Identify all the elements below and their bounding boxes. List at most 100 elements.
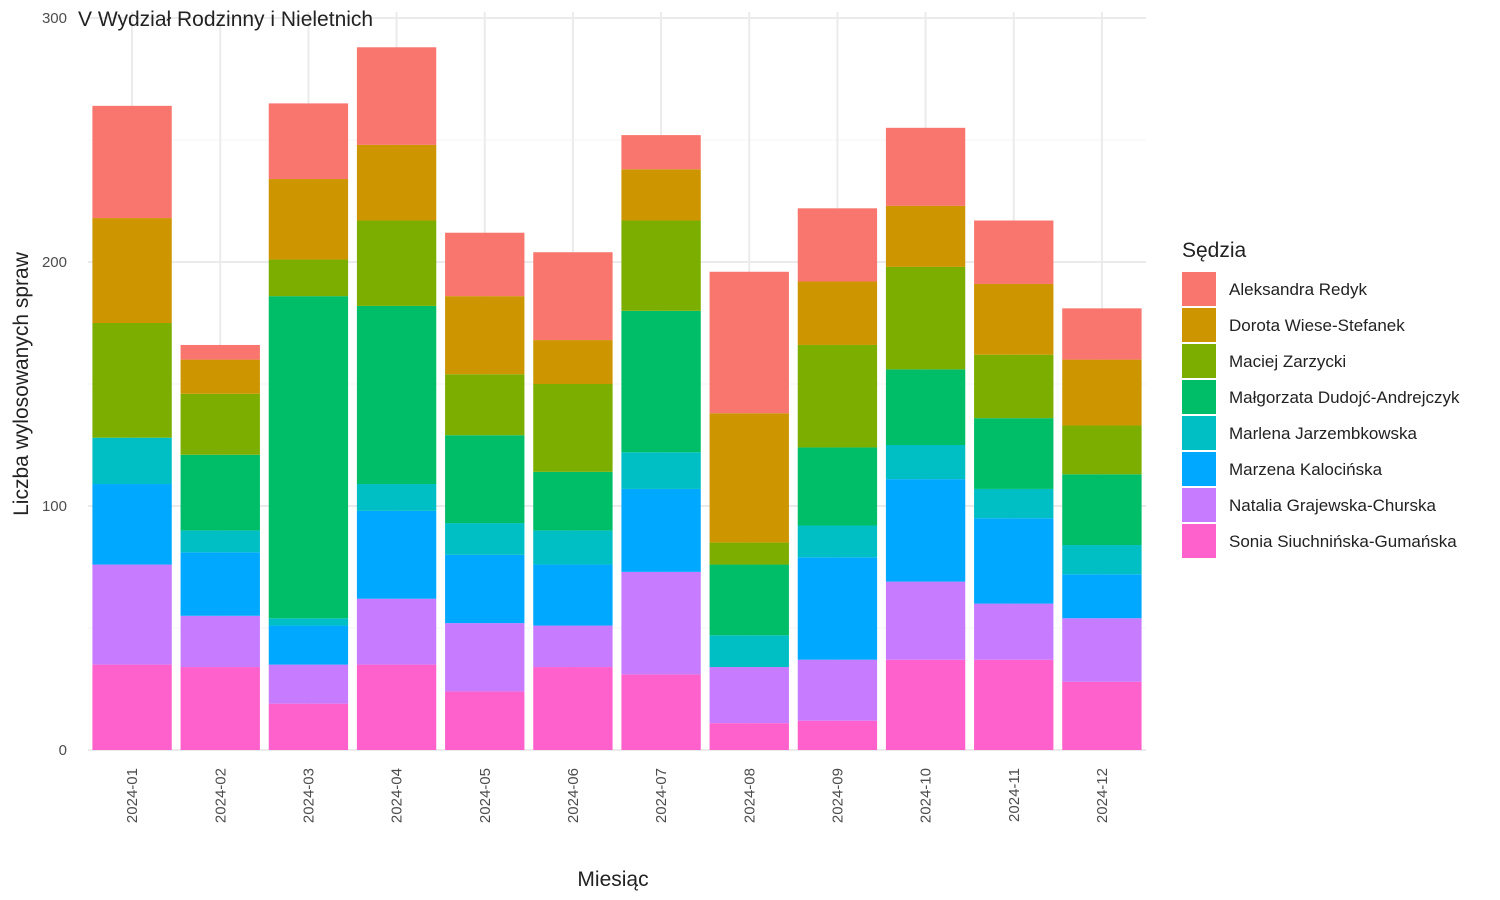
bar-segment bbox=[885, 369, 966, 445]
bar-segment bbox=[1062, 574, 1142, 619]
legend-swatch bbox=[1182, 308, 1216, 342]
legend-title: Sędzia bbox=[1182, 239, 1247, 262]
x-axis-title: Miesiąc bbox=[577, 868, 648, 891]
bar-segment bbox=[92, 105, 172, 219]
bar-segment bbox=[180, 667, 260, 750]
x-tick-label: 2024-08 bbox=[741, 768, 758, 823]
bar-segment bbox=[1062, 425, 1142, 475]
bar-segment bbox=[797, 447, 878, 526]
bar-segment bbox=[445, 691, 525, 750]
bar-segment bbox=[709, 723, 789, 750]
bar-segment bbox=[180, 393, 260, 455]
y-axis: 0 100 200 300 bbox=[42, 10, 67, 759]
bar-segment bbox=[445, 296, 525, 375]
y-tick-label: 100 bbox=[42, 498, 67, 515]
bar-segment bbox=[1062, 308, 1142, 360]
bar-segment bbox=[445, 523, 525, 555]
bar-segment bbox=[1062, 359, 1142, 426]
bar-segment bbox=[885, 127, 966, 206]
bar-segment bbox=[533, 564, 613, 626]
bar-segment bbox=[533, 384, 613, 472]
legend-label: Aleksandra Redyk bbox=[1229, 280, 1367, 299]
bar-segment bbox=[885, 205, 966, 267]
bar-segment bbox=[797, 720, 878, 750]
bar-segment bbox=[709, 635, 789, 668]
bar-segment bbox=[709, 542, 789, 565]
legend-label: Marzena Kalocińska bbox=[1229, 460, 1383, 479]
bar-segment bbox=[621, 488, 701, 572]
legend-swatch bbox=[1182, 524, 1216, 558]
bar-segment bbox=[268, 664, 349, 704]
y-tick-label: 200 bbox=[42, 254, 67, 271]
bar-segment bbox=[92, 484, 172, 565]
bar-segment bbox=[885, 266, 966, 370]
x-tick-label: 2024-01 bbox=[124, 768, 141, 823]
bar-segment bbox=[268, 179, 349, 260]
bar-segment bbox=[92, 323, 172, 438]
bar-segment bbox=[533, 471, 613, 531]
bar-segment bbox=[974, 603, 1054, 660]
bar-segment bbox=[621, 220, 701, 311]
x-tick-label: 2024-03 bbox=[300, 768, 317, 823]
bar-segment bbox=[445, 554, 525, 624]
bar-segment bbox=[92, 437, 172, 485]
legend-label: Natalia Grajewska-Churska bbox=[1229, 496, 1436, 515]
bar-segment bbox=[885, 479, 966, 582]
bar-segment bbox=[445, 435, 525, 524]
bar-segment bbox=[709, 564, 789, 636]
legend: Sędzia Aleksandra Redyk Dorota Wiese-Stef… bbox=[1182, 239, 1460, 558]
bar-segment bbox=[445, 232, 525, 297]
bar-segment bbox=[797, 208, 878, 282]
bar-segment bbox=[356, 598, 437, 665]
bar-segment bbox=[445, 623, 525, 692]
bar-segment bbox=[885, 445, 966, 480]
bar-segment bbox=[533, 340, 613, 384]
bar-segment bbox=[1062, 545, 1142, 575]
bar-segment bbox=[797, 557, 878, 660]
bar-segment bbox=[268, 625, 349, 665]
bar-segment bbox=[974, 220, 1054, 284]
bar-segment bbox=[797, 344, 878, 448]
bar-segment bbox=[709, 667, 789, 724]
legend-label: Maciej Zarzycki bbox=[1229, 352, 1346, 371]
bar-segment bbox=[533, 667, 613, 750]
legend-swatch bbox=[1182, 272, 1216, 306]
bar-segment bbox=[621, 452, 701, 489]
bar-segment bbox=[974, 418, 1054, 489]
bar-segment bbox=[1062, 474, 1142, 546]
legend-swatch bbox=[1182, 380, 1216, 414]
x-tick-label: 2024-05 bbox=[477, 768, 494, 823]
legend-label: Małgorzata Dudojć-Andrejczyk bbox=[1229, 388, 1460, 407]
bar-segment bbox=[356, 664, 437, 750]
bar-segment bbox=[533, 530, 613, 565]
x-tick-label: 2024-04 bbox=[389, 768, 406, 823]
legend-label: Dorota Wiese-Stefanek bbox=[1229, 316, 1405, 335]
bar-segment bbox=[92, 664, 172, 750]
y-tick-label: 300 bbox=[42, 10, 67, 27]
bar-segment bbox=[180, 552, 260, 616]
bar-segment bbox=[885, 581, 966, 660]
legend-swatch bbox=[1182, 488, 1216, 522]
bar-segment bbox=[92, 564, 172, 665]
bar-segment bbox=[974, 488, 1054, 519]
bar-segment bbox=[356, 305, 437, 485]
bar-segment bbox=[180, 454, 260, 531]
bar-segment bbox=[180, 530, 260, 553]
x-tick-label: 2024-10 bbox=[918, 768, 935, 823]
bar-segment bbox=[709, 413, 789, 543]
bar-segment bbox=[974, 283, 1054, 355]
bar-segment bbox=[709, 271, 789, 414]
x-tick-label: 2024-09 bbox=[829, 768, 846, 823]
bar-segment bbox=[356, 510, 437, 599]
bar-segment bbox=[180, 359, 260, 394]
bar-segment bbox=[1062, 618, 1142, 682]
bar-segment bbox=[1062, 681, 1142, 750]
bar-segment bbox=[533, 252, 613, 341]
bar-segment bbox=[621, 674, 701, 750]
y-axis-title: Liczba wylosowanych spraw bbox=[10, 251, 33, 516]
bar-segment bbox=[621, 169, 701, 221]
bar-segment bbox=[268, 259, 349, 297]
x-tick-label: 2024-11 bbox=[1006, 768, 1023, 822]
legend-swatch bbox=[1182, 416, 1216, 450]
